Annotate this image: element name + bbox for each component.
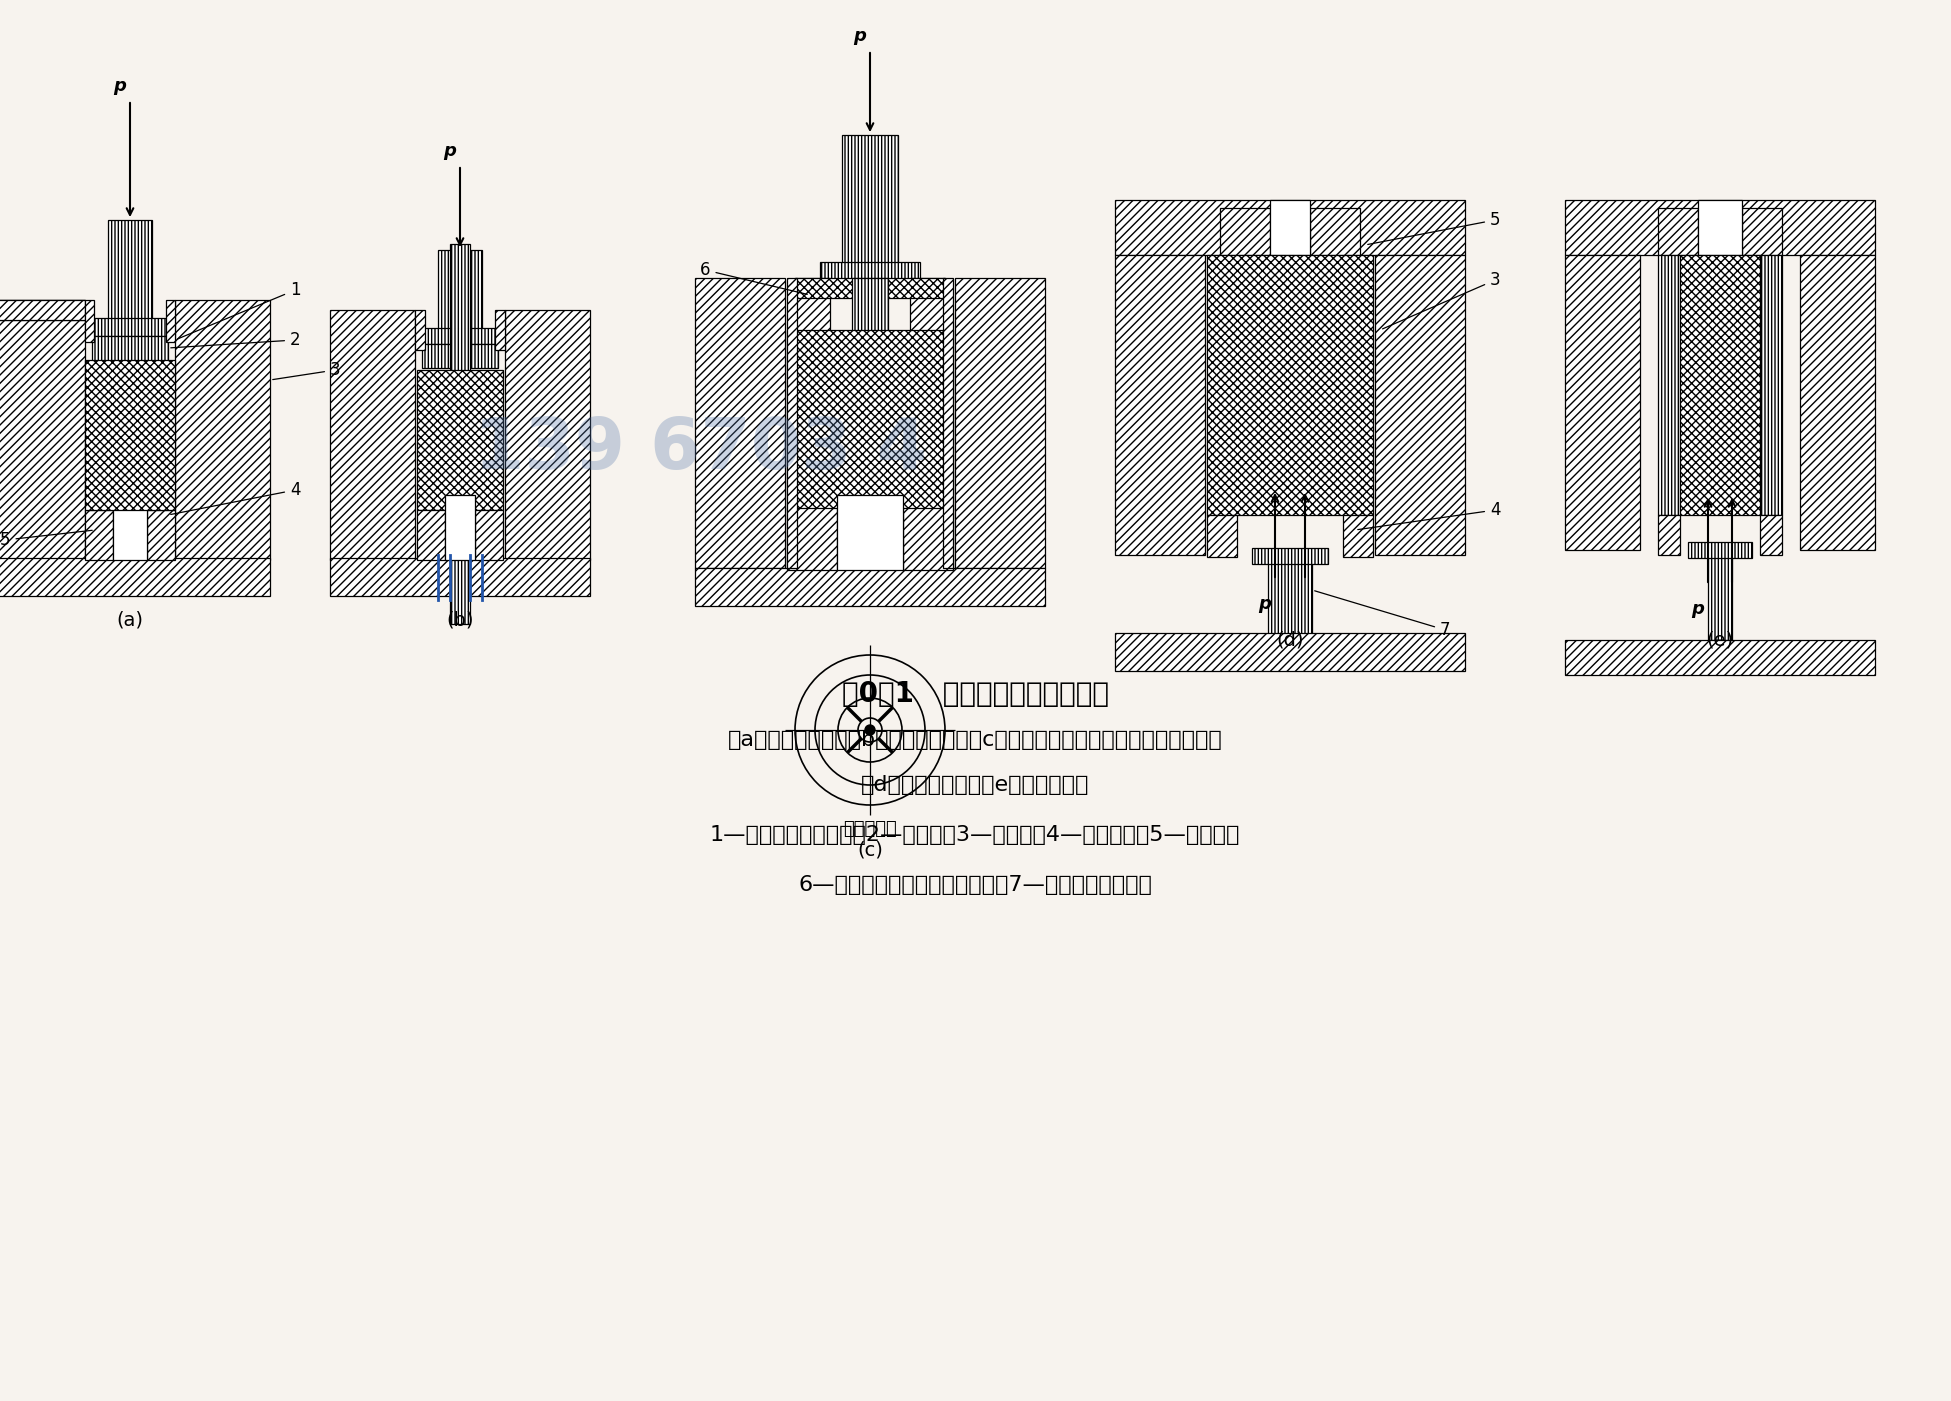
- Bar: [1697, 200, 1742, 255]
- Bar: [1565, 200, 1875, 255]
- Bar: [1707, 551, 1732, 640]
- Text: (d): (d): [1276, 630, 1303, 649]
- Bar: [794, 277, 944, 298]
- Text: 6—带有管子芯棒的桥架（舌）；7—挤压杆（反挤压）: 6—带有管子芯棒的桥架（舌）；7—挤压杆（反挤压）: [798, 876, 1151, 895]
- Bar: [695, 277, 784, 567]
- Text: 1: 1: [178, 282, 300, 339]
- Bar: [942, 277, 952, 567]
- Bar: [86, 300, 94, 342]
- Bar: [1342, 516, 1374, 558]
- Text: 3: 3: [273, 361, 341, 380]
- Text: 7: 7: [1315, 591, 1450, 639]
- Text: (e): (e): [1707, 630, 1734, 649]
- Bar: [1208, 516, 1237, 558]
- Text: (a): (a): [117, 609, 144, 629]
- Bar: [113, 495, 146, 560]
- Bar: [418, 510, 445, 560]
- Bar: [92, 336, 168, 361]
- Text: （d）反挤压棒材；（e）反挤压管材: （d）反挤压棒材；（e）反挤压管材: [860, 775, 1089, 794]
- Bar: [1375, 255, 1465, 555]
- Bar: [909, 277, 944, 333]
- Bar: [1760, 516, 1781, 555]
- Bar: [1208, 255, 1374, 516]
- Bar: [1219, 207, 1270, 255]
- Bar: [1658, 516, 1680, 555]
- Bar: [176, 300, 269, 560]
- Text: 1—挤压杆（正挤压）；2—挤压垫；3—挤压筒；4—挤压芯棒；5—挤压模；: 1—挤压杆（正挤压）；2—挤压垫；3—挤压筒；4—挤压芯棒；5—挤压模；: [710, 825, 1241, 845]
- Text: 5: 5: [0, 531, 92, 549]
- Bar: [505, 310, 589, 560]
- Text: 139 6703 4: 139 6703 4: [474, 416, 927, 485]
- Text: p: p: [1258, 595, 1272, 614]
- Bar: [107, 220, 152, 319]
- Bar: [1658, 207, 1697, 255]
- Bar: [418, 370, 503, 510]
- Bar: [146, 510, 176, 560]
- Text: p: p: [443, 142, 457, 160]
- Bar: [1268, 555, 1311, 635]
- Bar: [439, 249, 482, 331]
- Bar: [819, 262, 921, 280]
- Bar: [1742, 207, 1781, 255]
- Bar: [1116, 633, 1465, 671]
- Text: 3: 3: [1383, 270, 1500, 329]
- Bar: [786, 331, 952, 510]
- Bar: [1688, 542, 1752, 558]
- Bar: [330, 310, 416, 560]
- Bar: [1116, 255, 1206, 555]
- Bar: [0, 300, 86, 560]
- Text: 5: 5: [1368, 212, 1500, 245]
- Bar: [843, 134, 897, 265]
- Bar: [1680, 255, 1760, 516]
- Bar: [421, 328, 498, 345]
- Bar: [1801, 255, 1875, 551]
- Bar: [1760, 255, 1781, 516]
- Bar: [903, 509, 952, 570]
- Text: p: p: [1692, 600, 1705, 618]
- Bar: [695, 567, 1046, 607]
- Bar: [92, 318, 168, 336]
- Bar: [496, 310, 505, 350]
- Bar: [786, 509, 837, 570]
- Bar: [451, 244, 470, 623]
- Bar: [86, 360, 176, 510]
- Bar: [0, 300, 86, 319]
- Text: 4: 4: [172, 481, 300, 514]
- Bar: [0, 300, 86, 319]
- Bar: [853, 277, 888, 333]
- Text: 4: 4: [1358, 502, 1500, 530]
- Text: 2: 2: [172, 331, 300, 349]
- Bar: [794, 277, 829, 333]
- Text: (b): (b): [447, 609, 474, 629]
- Bar: [954, 277, 1046, 567]
- Bar: [786, 277, 798, 567]
- Bar: [837, 495, 903, 570]
- Text: (c): (c): [856, 841, 884, 859]
- Bar: [1658, 255, 1680, 516]
- Text: （a）正挤压棒材；（b）正挤压管材；（c）通过具有桥架的舌形模正挤压管材；: （a）正挤压棒材；（b）正挤压管材；（c）通过具有桥架的舌形模正挤压管材；: [728, 730, 1223, 750]
- Bar: [1116, 200, 1465, 255]
- Bar: [0, 558, 269, 595]
- Bar: [166, 300, 176, 342]
- Bar: [1253, 548, 1329, 565]
- Text: 凹模俯视图: 凹模俯视图: [843, 820, 897, 838]
- Bar: [1565, 255, 1641, 551]
- Bar: [445, 495, 474, 560]
- Bar: [1270, 200, 1309, 255]
- Text: 图0－1   挤压工模具配置示意图: 图0－1 挤压工模具配置示意图: [841, 679, 1108, 708]
- Text: p: p: [113, 77, 127, 95]
- Bar: [474, 510, 503, 560]
- Text: p: p: [855, 27, 866, 45]
- Bar: [416, 310, 425, 350]
- Bar: [1565, 640, 1875, 675]
- Bar: [421, 345, 498, 368]
- Bar: [86, 510, 113, 560]
- Bar: [1309, 207, 1360, 255]
- Circle shape: [864, 724, 874, 736]
- Bar: [330, 558, 589, 595]
- Text: 6: 6: [700, 261, 808, 294]
